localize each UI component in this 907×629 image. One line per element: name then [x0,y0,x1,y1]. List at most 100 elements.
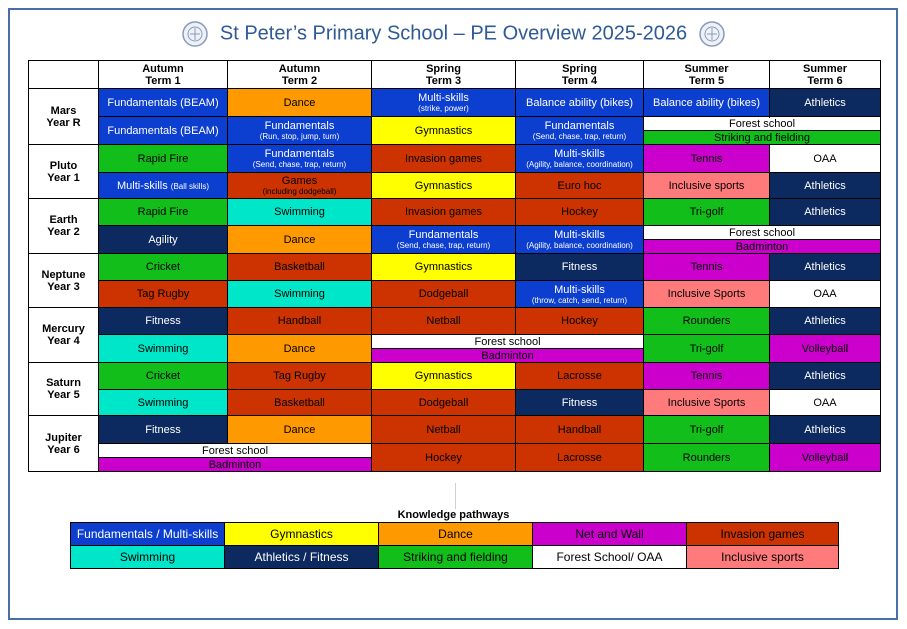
divider-line [455,483,456,509]
activity-cell: Rounders [643,443,770,472]
year-label: Mercury Year 4 [28,307,99,363]
table-row: Earth Year 2 Rapid Fire Swimming Invasion… [28,198,881,254]
activity-cell: OAA [769,389,881,416]
table-row: Pluto Year 1 Rapid Fire Fundamentals (Send… [28,144,881,199]
activity-cell: Forest school [643,225,881,240]
table-row: Swimming Basketball Dodgeball Fitness In… [29,389,881,416]
table-row: Badminton [29,239,881,254]
activity-cell: Rapid Fire [98,144,228,173]
legend-item: Athletics / Fitness [224,545,379,569]
activity-cell: Hockey [515,307,644,335]
activity-cell: Balance ability (bikes) [643,88,770,117]
table-row: Neptune Year 3 Cricket Basketball Gymnast… [28,253,881,308]
year-label: Jupiter Year 6 [28,415,99,472]
page-title: St Peter’s Primary School – PE Overview … [219,22,688,45]
activity-cell: Badminton [98,457,372,472]
activity-cell: Handball [515,415,644,444]
activity-cell: Dodgeball [371,389,516,416]
term-header: Autumn Term 1 [98,60,228,89]
activity-cell: Inclusive Sports [643,389,770,416]
year-label: Earth Year 2 [28,198,99,254]
activity-cell: Multi-skills (strike, power) [371,88,516,117]
activity-cell: Hockey [371,443,516,472]
activity-cell: Swimming [98,334,228,363]
activity-cell: Tennis [643,253,770,281]
activity-cell: Tri-golf [643,198,770,226]
activity-cell: Fundamentals (Run, stop, jump, turn) [227,116,372,145]
corner-cell [28,60,99,89]
legend-item: Fundamentals / Multi-skills [70,522,225,546]
term-header: Spring Term 3 [371,60,516,89]
activity-cell: Lacrosse [515,362,644,390]
legend-item: Forest School/ OAA [532,545,687,569]
activity-cell: Multi-skills (Agility, balance, coordinat… [515,225,644,254]
activity-cell: Athletics [769,307,881,335]
page-border [8,8,898,620]
activity-cell: Swimming [227,280,372,308]
legend-item: Gymnastics [224,522,379,546]
year-label: Saturn Year 5 [28,362,99,416]
activity-cell: Athletics [769,415,881,444]
activity-cell: Euro hoc [515,172,644,199]
activity-cell: Tag Rugby [98,280,228,308]
activity-cell: Athletics [769,253,881,281]
table-row: Mars Year R Fundamentals (BEAM) Dance Mul… [28,88,881,145]
school-crest-icon [698,21,725,47]
table-row: Agility Dance Fundamentals (Send, chase, … [29,225,881,254]
header-row: Autumn Term 1 Autumn Term 2 Spring Term 3 S… [28,60,881,89]
activity-cell: Cricket [98,362,228,390]
table-row: Saturn Year 5 Cricket Tag Rugby Gymnastic… [28,362,881,416]
activity-cell: Basketball [227,389,372,416]
activity-cell: Badminton [371,348,644,363]
activity-cell: Invasion games [371,144,516,173]
activity-cell: Dance [227,415,372,444]
activity-cell: Athletics [769,362,881,390]
activity-cell: Games (including dodgeball) [227,172,372,199]
pe-overview-table: Autumn Term 1 Autumn Term 2 Spring Term 3 S… [28,60,881,472]
activity-cell: Gymnastics [371,172,516,199]
activity-cell: Inclusive sports [643,172,770,199]
activity-cell: Dance [227,334,372,363]
table-row: Badminton [29,457,881,472]
table-row: Mercury Year 4 Fitness Handball Netball H… [28,307,881,363]
activity-cell: Striking and fielding [643,130,881,145]
activity-cell: Multi-skills (Agility, balance, coordinat… [515,144,644,173]
table-row: Jupiter Year 6 Fitness Dance Netball Hand… [28,415,881,472]
activity-cell: Forest school [371,334,644,349]
activity-cell: Balance ability (bikes) [515,88,644,117]
activity-cell: Dance [227,225,372,254]
legend-row: Fundamentals / Multi-skills Gymnastics D… [70,522,839,546]
table-row: Forest school Hockey Lacrosse Rounders V… [29,443,881,472]
table-row: Multi-skills (Ball skills) Games (includi… [29,172,881,199]
school-crest-icon [182,21,209,47]
table-row: Tag Rugby Swimming Dodgeball Multi-skill… [29,280,881,308]
term-header: Summer Term 5 [643,60,770,89]
activity-cell: Fundamentals (BEAM) [98,116,228,145]
activity-cell: Agility [98,225,228,254]
activity-cell: Swimming [98,389,228,416]
title-row: St Peter’s Primary School – PE Overview … [0,20,907,48]
legend-item: Invasion games [686,522,839,546]
activity-cell: Tri-golf [643,334,770,363]
activity-cell: Tag Rugby [227,362,372,390]
table-row: Badminton [29,348,881,363]
activity-cell: Netball [371,415,516,444]
activity-cell: Forest school [98,443,372,458]
table-row: Fundamentals (BEAM) Fundamentals (Run, st… [29,116,881,145]
activity-cell: Fitness [98,307,228,335]
activity-cell: Netball [371,307,516,335]
activity-cell: Dodgeball [371,280,516,308]
activity-cell: Athletics [769,172,881,199]
activity-cell: Fitness [515,389,644,416]
activity-cell: Rapid Fire [98,198,228,226]
term-header: Spring Term 4 [515,60,644,89]
legend-title: Knowledge pathways [397,509,510,521]
activity-cell: Swimming [227,198,372,226]
legend-item: Dance [378,522,533,546]
legend-item: Net and Wall [532,522,687,546]
activity-cell: Cricket [98,253,228,281]
activity-cell: Fundamentals (Send, chase, trap, return) [515,116,644,145]
term-header: Autumn Term 2 [227,60,372,89]
activity-cell: Handball [227,307,372,335]
activity-cell: Lacrosse [515,443,644,472]
